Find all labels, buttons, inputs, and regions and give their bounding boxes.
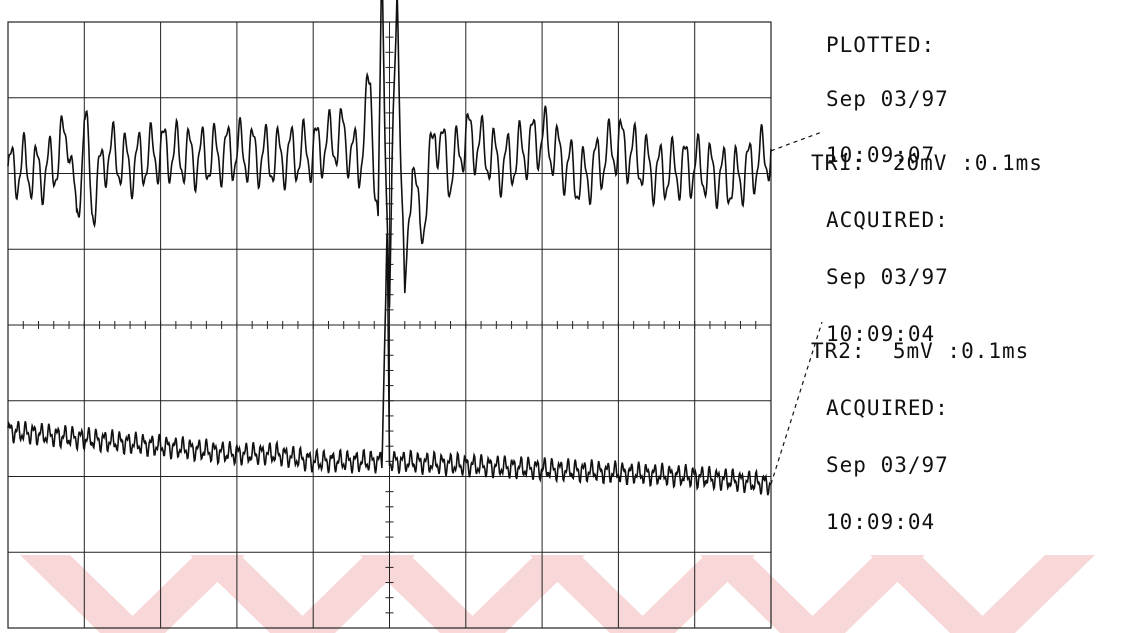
- plotted-heading: PLOTTED:: [826, 33, 936, 57]
- trace1-status: ACQUIRED:: [826, 208, 949, 232]
- trace2-date: Sep 03/97: [826, 453, 949, 477]
- trace2-time: 10:09:04: [826, 510, 936, 534]
- watermark-stripe: [870, 555, 1000, 633]
- trace-layer: [7, 0, 772, 496]
- watermark-stripe: [530, 555, 660, 633]
- watermark-stripe: [965, 555, 1095, 633]
- plotted-info: PLOTTED: Sep 03/97 10:09:07: [826, 0, 949, 182]
- center-axis-ticks: [7, 21, 772, 629]
- plotted-time: 10:09:07: [826, 143, 936, 167]
- watermark-stripe: [20, 555, 150, 633]
- trace1-time: 10:09:04: [826, 322, 936, 346]
- trace-line-tr2: [7, 233, 772, 496]
- trace1-header: TR1: 20mV :0.1ms: [811, 151, 1043, 175]
- label-leaders: [770, 131, 823, 485]
- trace-line-tr1: [7, 0, 772, 308]
- trace2-info: TR2: 5mV :0.1ms ACQUIRED: Sep 03/97 10:0…: [811, 306, 1029, 549]
- trace2-status: ACQUIRED:: [826, 396, 949, 420]
- watermark-stripe: [700, 555, 830, 633]
- trace1-info: TR1: 20mV :0.1ms ACQUIRED: Sep 03/97 10:…: [811, 118, 1043, 361]
- watermark-stripe: [360, 555, 490, 633]
- watermark-stripe: [190, 555, 320, 633]
- trace1-leader: [770, 131, 823, 152]
- trace2-header: TR2: 5mV :0.1ms: [811, 339, 1030, 363]
- trace1-date: Sep 03/97: [826, 265, 949, 289]
- watermark-stripes: [20, 555, 1095, 633]
- plotted-date: Sep 03/97: [826, 87, 949, 111]
